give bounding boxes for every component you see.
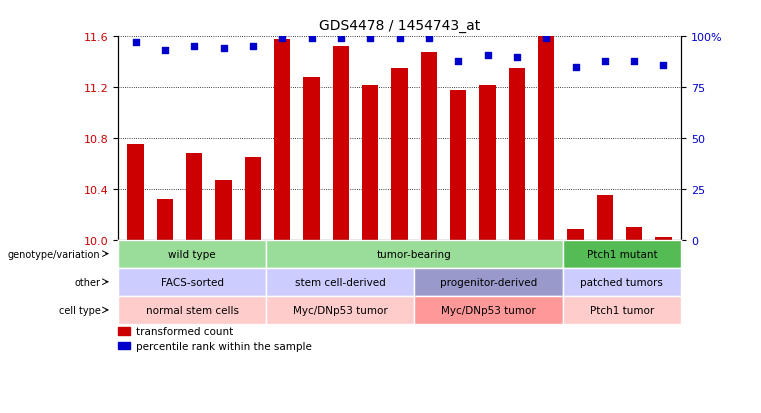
Text: Myc/DNp53 tumor: Myc/DNp53 tumor <box>293 305 387 315</box>
Point <box>658 62 670 69</box>
Text: tumor-bearing: tumor-bearing <box>377 249 452 259</box>
Text: stem cell-derived: stem cell-derived <box>295 277 386 287</box>
Text: patched tumors: patched tumors <box>581 277 664 287</box>
Point <box>218 46 230 52</box>
Point <box>305 36 317 43</box>
Point <box>276 36 288 43</box>
Point <box>540 36 552 43</box>
Bar <box>479 85 495 240</box>
Bar <box>421 52 437 240</box>
Bar <box>391 69 408 240</box>
Text: normal stem cells: normal stem cells <box>145 305 238 315</box>
Point <box>628 58 640 65</box>
Bar <box>538 37 554 240</box>
Point <box>599 58 611 65</box>
Bar <box>215 180 231 240</box>
Bar <box>568 230 584 240</box>
Bar <box>655 237 671 240</box>
Point <box>364 36 376 43</box>
Bar <box>245 158 261 240</box>
Bar <box>186 154 202 240</box>
Point <box>452 58 464 65</box>
Point <box>335 36 347 43</box>
Point <box>393 36 406 43</box>
Point <box>159 48 171 55</box>
Text: transformed count: transformed count <box>135 326 233 336</box>
Text: percentile rank within the sample: percentile rank within the sample <box>135 341 311 351</box>
Point <box>247 44 259 51</box>
Text: Ptch1 tumor: Ptch1 tumor <box>590 305 654 315</box>
Bar <box>118 342 129 349</box>
Point <box>129 40 142 47</box>
Point <box>569 64 581 71</box>
Text: Ptch1 mutant: Ptch1 mutant <box>587 249 658 259</box>
Bar <box>274 40 290 240</box>
Bar <box>333 47 349 240</box>
Point <box>188 44 200 51</box>
Point <box>482 52 494 59</box>
Point <box>423 36 435 43</box>
Text: progenitor-derived: progenitor-derived <box>440 277 537 287</box>
Text: FACS-sorted: FACS-sorted <box>161 277 224 287</box>
Bar <box>118 327 129 335</box>
Bar <box>304 78 320 240</box>
Bar <box>597 196 613 240</box>
Bar <box>450 90 466 240</box>
Text: wild type: wild type <box>168 249 216 259</box>
Bar <box>509 69 525 240</box>
Title: GDS4478 / 1454743_at: GDS4478 / 1454743_at <box>319 19 480 33</box>
Point <box>511 54 523 61</box>
Text: genotype/variation: genotype/variation <box>8 249 100 259</box>
Bar <box>157 199 173 240</box>
Text: Myc/DNp53 tumor: Myc/DNp53 tumor <box>441 305 536 315</box>
Bar <box>626 227 642 240</box>
Text: other: other <box>75 277 100 287</box>
Bar <box>362 85 378 240</box>
Bar <box>128 145 144 240</box>
Text: cell type: cell type <box>59 305 100 315</box>
